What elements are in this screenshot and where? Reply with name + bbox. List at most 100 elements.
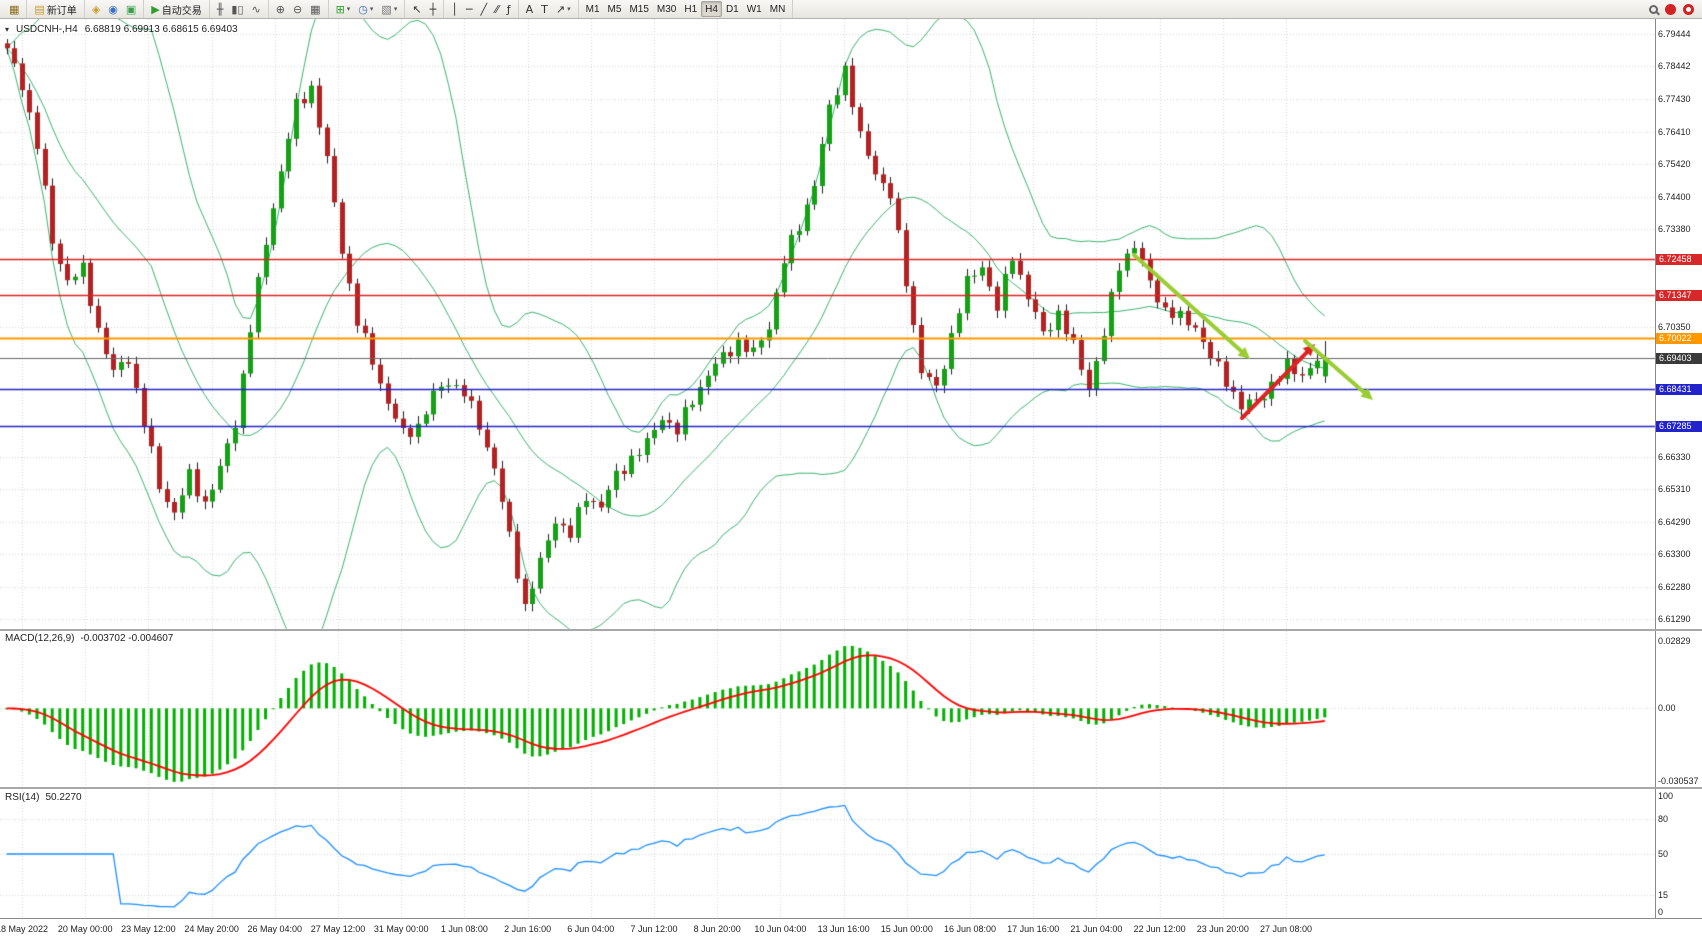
timeframe-d1-button[interactable]: D1 [722,1,743,17]
auto-trading-button-label: 自动交易 [161,5,202,17]
price-scale-label: 6.79444 [1658,29,1691,39]
price-line-badge: 6.69403 [1656,352,1702,364]
time-axis-label: 21 Jun 04:00 [1070,924,1123,934]
price-scale[interactable]: 6.79444 6.78442 6.77430 6.76410 6.75420 6.744… [1655,19,1702,918]
community-icon[interactable] [1683,3,1694,15]
timeframe-m30-button[interactable]: M30 [653,1,680,17]
one-click-trading-toggle[interactable]: ▾ [5,25,10,34]
new-order-button-label: 新订单 [46,5,77,17]
symbol-name: USDCNH-,H4 [16,24,78,35]
hline-button-icon: ─ [465,2,473,16]
channel-button-icon: ⁄⁄ [495,2,499,16]
timeframe-m15-button[interactable]: M15 [625,1,652,17]
price-line-badge: 6.67285 [1656,420,1702,432]
panel-separator-rsi[interactable] [0,787,1702,789]
auto-trading-button-icon: ▶ [151,2,160,16]
vline-button[interactable]: │ [447,1,462,17]
toolbar-group: ◈ ◉ ▣ [85,0,145,18]
timeframe-h1-button[interactable]: H1 [680,1,701,17]
text-label-button[interactable]: T [537,1,552,17]
time-axis-label: 10 Jun 04:00 [754,924,807,934]
macd-values: -0.003702 -0.004607 [80,633,174,644]
price-line-badge: 6.68431 [1656,383,1702,395]
arrows-button[interactable]: ↗ ▾ [552,1,575,17]
time-axis-label: 18 May 2022 [0,924,49,934]
search-icon[interactable] [1649,4,1658,14]
price-chart-canvas[interactable] [0,19,1702,918]
chart-line-button[interactable]: ∿ [248,1,265,17]
templates-button[interactable]: ▧ ▾ [377,1,401,17]
navigator-button[interactable]: ▣ [122,1,140,17]
toolbar-right [1649,3,1700,15]
price-scale-label: 6.74400 [1658,191,1691,202]
chart-candles-button[interactable]: ▮▯ [227,1,247,17]
vline-button-icon: │ [451,2,458,16]
macd-scale-label: 0.02829 [1658,636,1691,646]
timeframe-h4-button[interactable]: H4 [701,1,722,17]
toolbar-group: ⊕ ⊖ ▦ [269,0,329,18]
timeframe-m15-button-label: M15 [629,3,649,15]
fibo-button[interactable]: ƒ [503,1,515,17]
toolbar-group: M1 M5 M15 M30 H1 H4 D1 W1 MN [579,0,794,18]
rsi-scale-label: 50 [1658,849,1669,859]
price-scale-label: 6.65310 [1658,484,1691,495]
price-line-badge: 6.72458 [1656,254,1702,266]
hline-button[interactable]: ─ [462,1,477,17]
new-order-button[interactable]: ▤ 新订单 [30,1,80,17]
periods-button[interactable]: ◷ ▾ [354,1,377,17]
text-label-button-icon: T [541,2,548,16]
macd-name: MACD(12,26,9) [5,633,75,644]
crosshair-button[interactable]: ┼ [426,1,441,17]
chart-symbol-label: ▾ USDCNH-,H4 6.68819 6.69913 6.68615 6.6… [5,24,238,35]
text-button[interactable]: A [522,1,538,17]
timeframe-w1-button-label: W1 [746,3,762,15]
time-axis-label: 15 Jun 00:00 [880,924,933,934]
time-axis-label: 23 Jun 20:00 [1196,924,1249,934]
timeframe-mn-button-label: MN [769,3,786,15]
new-chart-button[interactable]: ▦ [5,1,23,17]
cursor-button-icon: ↖ [412,2,422,16]
periods-button-icon: ◷ [358,2,368,16]
price-line-badge: 6.70022 [1656,332,1702,344]
price-scale-label: 6.75420 [1658,158,1691,169]
chart-bars-button[interactable]: ╫ [213,1,228,17]
indicators-button[interactable]: ⊞ ▾ [332,1,355,17]
channel-button[interactable]: ⁄⁄ [491,1,503,17]
timeframe-mn-button[interactable]: MN [766,1,790,17]
arrows-button-icon: ↗ [555,2,566,16]
zoom-out-button[interactable]: ⊖ [289,1,306,17]
zoom-in-button[interactable]: ⊕ [272,1,289,17]
time-axis-label: 23 May 12:00 [121,924,176,934]
alert-icon[interactable] [1665,3,1676,15]
price-scale-label: 6.64290 [1658,517,1691,528]
toolbar-group: ⊞ ▾ ◷ ▾ ▧ ▾ [329,0,406,18]
arrows-button-caret: ▾ [567,5,571,13]
market-watch-button[interactable]: ◈ [88,1,104,17]
auto-trading-button[interactable]: ▶ 自动交易 [147,1,205,17]
rsi-name: RSI(14) [5,792,40,803]
crosshair-button-icon: ┼ [429,2,437,16]
rsi-value: 50.2270 [45,792,82,803]
tile-windows-button[interactable]: ▦ [306,1,324,17]
price-scale-label: 6.77430 [1658,93,1691,104]
time-axis-label: 1 Jun 08:00 [440,924,488,934]
panel-separator-macd[interactable] [0,629,1702,631]
rsi-scale-label: 0 [1658,907,1664,917]
timeframe-h4-button-label: H4 [705,3,718,15]
text-button-icon: A [525,2,534,16]
timeframe-m1-button[interactable]: M1 [582,1,604,17]
timeframe-w1-button[interactable]: W1 [743,1,766,17]
periods-button-caret: ▾ [369,5,374,13]
timeframe-d1-button-label: D1 [725,3,739,15]
indicators-button-caret: ▾ [346,5,351,13]
toolbar-group: ↖ ┼ [405,0,445,18]
time-axis-label: 7 Jun 12:00 [630,924,678,934]
zoom-in-button-icon: ⊕ [275,2,285,16]
cursor-button[interactable]: ↖ [408,1,425,17]
timeframe-m5-button[interactable]: M5 [604,1,626,17]
time-axis-label: 20 May 00:00 [57,924,113,934]
data-window-button[interactable]: ◉ [104,1,122,17]
time-axis[interactable]: 18 May 2022 20 May 00:00 23 May 12:00 24 Ma… [0,918,1702,940]
trendline-button[interactable]: ╱ [476,1,491,17]
toolbar-group: ▦ [2,0,28,18]
